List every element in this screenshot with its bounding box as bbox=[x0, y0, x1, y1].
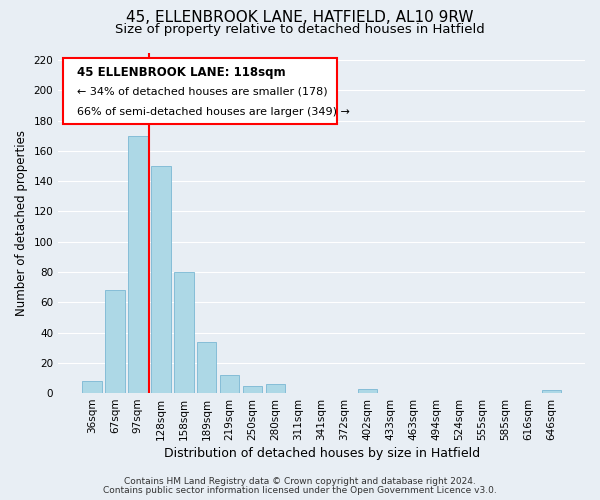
Bar bbox=[128, 136, 148, 393]
Text: Contains public sector information licensed under the Open Government Licence v3: Contains public sector information licen… bbox=[103, 486, 497, 495]
Bar bbox=[82, 381, 101, 393]
Bar bbox=[220, 375, 239, 393]
Bar bbox=[151, 166, 170, 393]
Bar bbox=[197, 342, 217, 393]
Text: ← 34% of detached houses are smaller (178): ← 34% of detached houses are smaller (17… bbox=[77, 86, 327, 97]
X-axis label: Distribution of detached houses by size in Hatfield: Distribution of detached houses by size … bbox=[164, 447, 479, 460]
Text: Contains HM Land Registry data © Crown copyright and database right 2024.: Contains HM Land Registry data © Crown c… bbox=[124, 477, 476, 486]
Bar bbox=[174, 272, 194, 393]
Bar bbox=[358, 388, 377, 393]
Text: 45, ELLENBROOK LANE, HATFIELD, AL10 9RW: 45, ELLENBROOK LANE, HATFIELD, AL10 9RW bbox=[126, 10, 474, 25]
Bar bbox=[105, 290, 125, 393]
Bar bbox=[542, 390, 561, 393]
Y-axis label: Number of detached properties: Number of detached properties bbox=[15, 130, 28, 316]
Text: 45 ELLENBROOK LANE: 118sqm: 45 ELLENBROOK LANE: 118sqm bbox=[77, 66, 285, 79]
Bar bbox=[243, 386, 262, 393]
FancyBboxPatch shape bbox=[64, 58, 337, 124]
Text: 66% of semi-detached houses are larger (349) →: 66% of semi-detached houses are larger (… bbox=[77, 107, 349, 117]
Text: Size of property relative to detached houses in Hatfield: Size of property relative to detached ho… bbox=[115, 22, 485, 36]
Bar bbox=[266, 384, 286, 393]
